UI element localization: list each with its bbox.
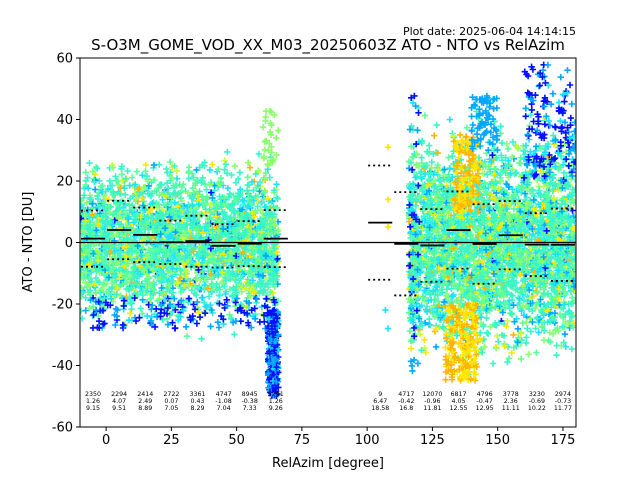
data-point — [561, 331, 569, 338]
data-point — [133, 168, 141, 175]
data-point — [222, 161, 230, 168]
data-point — [263, 295, 270, 302]
data-point — [124, 167, 131, 175]
data-point — [170, 289, 177, 296]
data-point — [535, 329, 542, 336]
data-point — [406, 327, 414, 335]
data-point — [489, 360, 497, 367]
data-point — [231, 331, 238, 338]
data-point — [518, 355, 525, 363]
data-point — [546, 329, 554, 336]
data-point — [86, 159, 93, 167]
data-point — [182, 323, 190, 330]
data-point — [89, 324, 97, 332]
data-point — [221, 283, 228, 290]
data-point — [128, 174, 136, 181]
data-point — [274, 127, 282, 134]
data-point — [228, 171, 235, 179]
data-point — [139, 172, 146, 179]
data-point — [92, 163, 100, 171]
data-point — [112, 292, 119, 299]
data-point — [412, 202, 419, 209]
data-point — [132, 317, 140, 325]
data-point — [274, 195, 281, 202]
data-point — [244, 174, 251, 181]
data-point — [252, 207, 259, 215]
data-point — [212, 247, 219, 255]
chart-title: S-O3M_GOME_VOD_XX_M03_20250603Z ATO - NT… — [91, 36, 565, 55]
data-point — [226, 215, 233, 222]
data-point — [258, 303, 265, 311]
scatter-layer — [80, 61, 576, 399]
data-point — [196, 314, 204, 321]
data-point — [215, 324, 223, 331]
data-point — [163, 165, 170, 173]
data-point — [258, 199, 265, 206]
data-point — [128, 305, 135, 313]
data-point — [221, 157, 228, 164]
data-point — [185, 175, 193, 182]
data-point — [231, 162, 238, 170]
data-point — [426, 142, 433, 149]
data-point — [236, 169, 244, 176]
data-point — [273, 194, 280, 201]
data-point — [428, 158, 435, 166]
data-point — [118, 171, 126, 178]
data-point — [449, 153, 456, 160]
data-point — [223, 271, 231, 278]
data-point — [483, 314, 490, 322]
data-point — [408, 345, 415, 352]
data-point — [183, 333, 191, 340]
data-point — [173, 167, 180, 175]
data-point — [446, 116, 453, 123]
data-point — [519, 319, 526, 327]
data-point — [137, 305, 144, 312]
data-point — [142, 168, 149, 175]
data-point — [198, 335, 205, 342]
data-point — [432, 343, 440, 351]
data-point — [527, 328, 534, 335]
data-point — [445, 154, 452, 161]
data-point — [483, 329, 491, 336]
data-point — [273, 181, 280, 188]
data-point — [237, 275, 244, 282]
data-point — [532, 325, 539, 332]
data-point — [125, 200, 133, 208]
data-point — [127, 310, 134, 317]
data-point — [94, 165, 101, 172]
data-point — [142, 161, 149, 169]
data-point — [516, 295, 523, 303]
data-point — [256, 318, 264, 326]
data-point — [163, 180, 171, 187]
data-point — [525, 351, 532, 358]
data-point — [185, 201, 192, 208]
data-point — [207, 323, 214, 330]
data-point — [224, 148, 231, 156]
plot-date: Plot date: 2025-06-04 14:14:15 — [403, 25, 576, 38]
data-point — [171, 325, 179, 332]
data-point — [273, 134, 280, 142]
data-point — [259, 124, 267, 131]
data-point — [193, 320, 201, 327]
data-point — [261, 175, 268, 182]
